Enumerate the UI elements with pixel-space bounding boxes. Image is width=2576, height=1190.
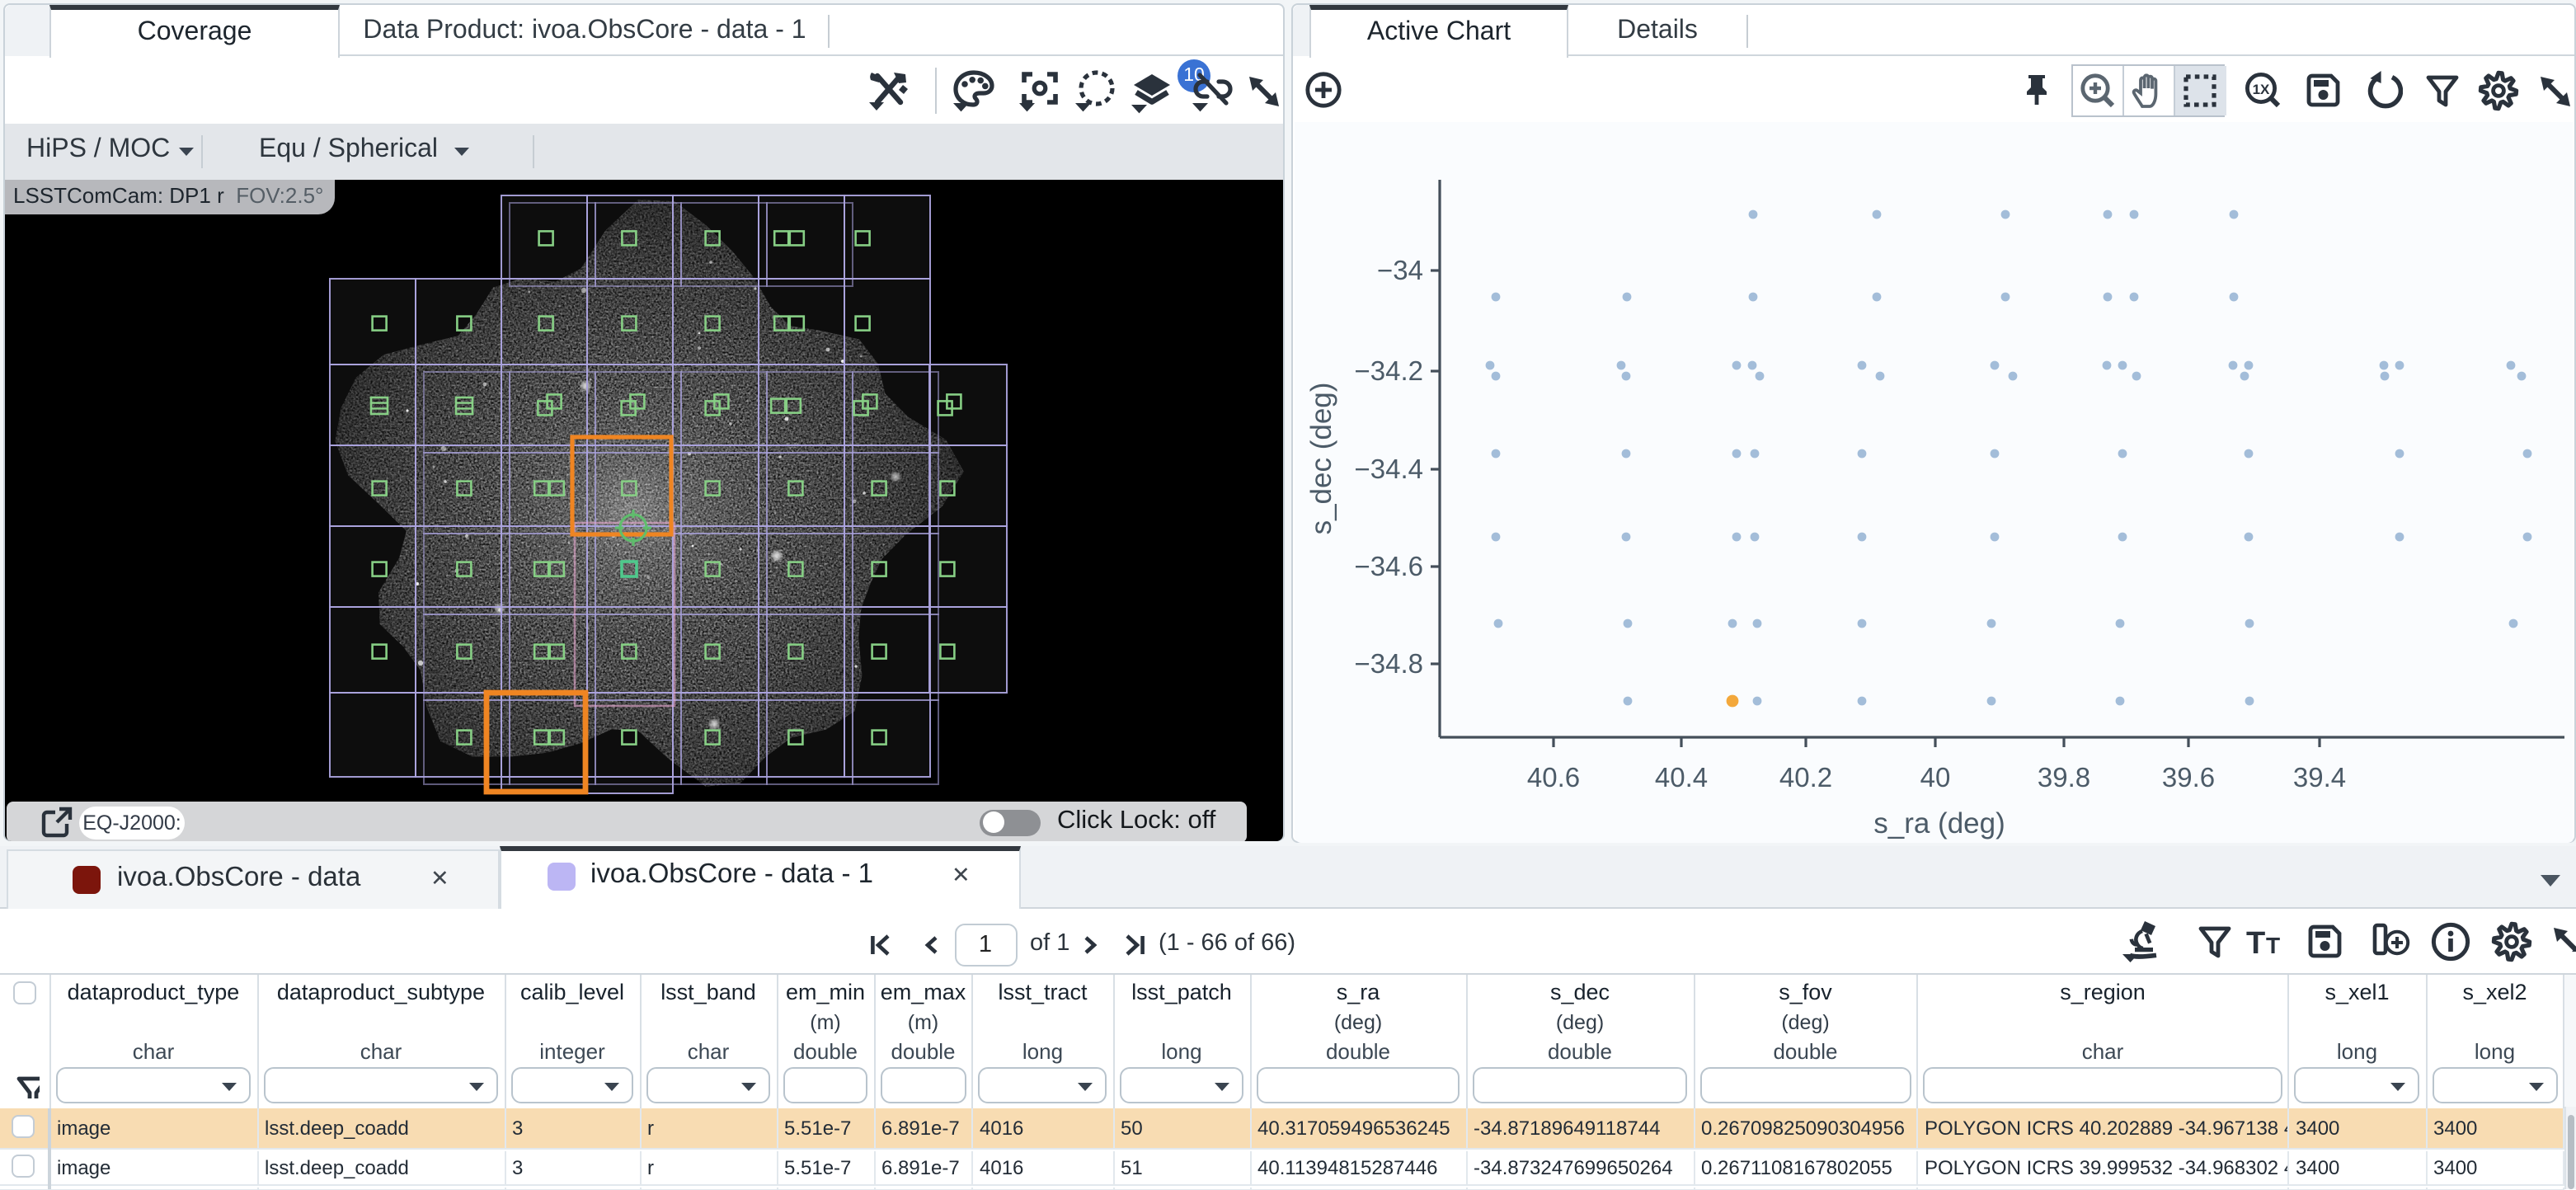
svg-text:40.6: 40.6 [1527, 762, 1580, 793]
svg-text:T: T [2266, 932, 2280, 957]
svg-text:40.2: 40.2 [1779, 762, 1832, 793]
svg-text:s_ra (deg): s_ra (deg) [1873, 807, 2005, 840]
svg-text:−34: −34 [1377, 255, 1423, 285]
svg-text:40: 40 [1920, 762, 1951, 793]
svg-text:39.6: 39.6 [2162, 762, 2215, 793]
svg-text:39.4: 39.4 [2293, 762, 2346, 793]
svg-text:39.8: 39.8 [2038, 762, 2090, 793]
svg-text:40.4: 40.4 [1655, 762, 1708, 793]
svg-text:−34.2: −34.2 [1355, 355, 1424, 386]
svg-text:−34.8: −34.8 [1355, 648, 1424, 679]
svg-text:1X: 1X [2253, 82, 2270, 97]
svg-text:−34.4: −34.4 [1355, 454, 1424, 484]
svg-text:s_dec (deg): s_dec (deg) [1305, 383, 1337, 535]
svg-text:−34.6: −34.6 [1355, 551, 1424, 581]
svg-text:T: T [2246, 925, 2265, 960]
